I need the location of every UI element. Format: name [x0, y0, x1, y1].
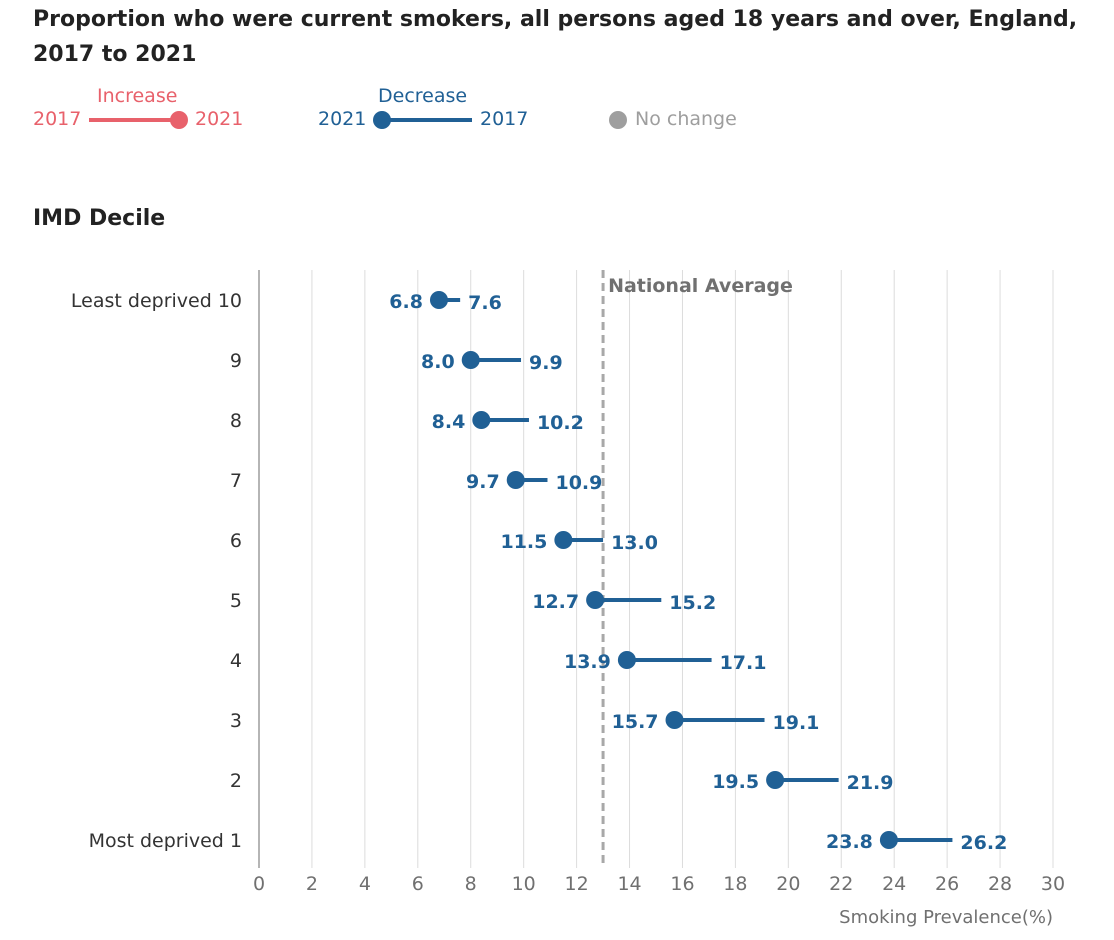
data-label-2017: 17.1: [720, 652, 767, 674]
data-label-2017: 10.9: [555, 472, 602, 494]
x-tick-label: 24: [882, 873, 906, 895]
legend-increase-to: 2021: [195, 108, 244, 130]
y-tick-label: 2: [230, 770, 242, 792]
data-label-2021: 13.9: [564, 651, 611, 673]
dumbbell-dot-2021: [472, 411, 491, 429]
data-label-2017: 21.9: [847, 772, 894, 794]
dumbbell-dot-2021: [665, 711, 684, 729]
x-tick-label: 22: [829, 873, 853, 895]
x-tick-label: 28: [988, 873, 1012, 895]
legend-decrease-to: 2017: [480, 108, 529, 130]
legend-decrease-label: Decrease: [378, 85, 468, 107]
x-tick-label: 18: [723, 873, 747, 895]
legend: Increase 2017 2021 Decrease 2021 2017 No…: [0, 80, 1114, 140]
legend-no-change-label: No change: [635, 108, 737, 130]
chart-title: Proportion who were current smokers, all…: [33, 7, 1078, 67]
x-axis-title: Smoking Prevalence(%): [839, 907, 1053, 928]
x-tick-label: 8: [465, 873, 477, 895]
legend-increase-line: [89, 118, 179, 122]
legend-increase-dot: [170, 111, 188, 129]
x-tick-label: 16: [670, 873, 694, 895]
data-label-2021: 8.0: [421, 351, 455, 373]
data-label-2017: 9.9: [529, 352, 563, 374]
legend-no-change-dot: [609, 111, 627, 129]
x-tick-label: 12: [565, 873, 589, 895]
y-tick-label: Most deprived 1: [89, 830, 242, 852]
data-label-2017: 10.2: [537, 412, 584, 434]
data-label-2017: 7.6: [468, 292, 502, 314]
data-label-2021: 19.5: [712, 771, 759, 793]
x-tick-label: 26: [935, 873, 959, 895]
data-label-2017: 13.0: [611, 532, 658, 554]
x-tick-label: 20: [776, 873, 800, 895]
dumbbell-dot-2021: [429, 291, 448, 309]
data-label-2017: 15.2: [669, 592, 716, 614]
dumbbell-dot-2021: [554, 531, 573, 549]
y-tick-label: 3: [230, 710, 242, 732]
legend-increase-label: Increase: [97, 85, 178, 107]
y-tick-label: 9: [230, 350, 242, 372]
y-tick-label: 8: [230, 410, 242, 432]
dumbbell-dot-2021: [506, 471, 525, 489]
national-average-label: National Average: [608, 275, 793, 297]
legend-increase-from: 2017: [33, 108, 82, 130]
x-tick-label: 6: [412, 873, 424, 895]
y-tick-label: 5: [230, 590, 242, 612]
legend-decrease-dot: [373, 111, 391, 129]
data-label-2021: 11.5: [500, 531, 547, 553]
x-tick-label: 0: [253, 873, 265, 895]
data-label-2017: 26.2: [960, 832, 1007, 854]
data-label-2021: 8.4: [432, 411, 466, 433]
data-label-2021: 23.8: [826, 831, 873, 853]
data-label-2021: 12.7: [532, 591, 579, 613]
x-tick-label: 10: [512, 873, 536, 895]
dumbbell-dot-2021: [461, 351, 480, 369]
legend-decrease-line: [381, 118, 472, 122]
data-label-2021: 9.7: [466, 471, 500, 493]
x-tick-label: 2: [306, 873, 318, 895]
y-axis-title: IMD Decile: [33, 206, 166, 231]
dumbbell-dot-2021: [617, 651, 636, 669]
dumbbell-dot-2021: [766, 771, 785, 789]
data-label-2021: 15.7: [612, 711, 659, 733]
y-tick-label: 6: [230, 530, 242, 552]
y-tick-label: 7: [230, 470, 242, 492]
dumbbell-dot-2021: [879, 831, 898, 849]
data-label-2017: 19.1: [773, 712, 820, 734]
x-tick-label: 14: [617, 873, 641, 895]
dumbbell-dot-2021: [586, 591, 605, 609]
x-tick-label: 4: [359, 873, 371, 895]
legend-decrease-from: 2021: [318, 108, 367, 130]
y-tick-label: Least deprived 10: [71, 290, 242, 312]
y-tick-label: 4: [230, 650, 242, 672]
x-tick-label: 30: [1041, 873, 1065, 895]
data-label-2021: 6.8: [389, 291, 423, 313]
